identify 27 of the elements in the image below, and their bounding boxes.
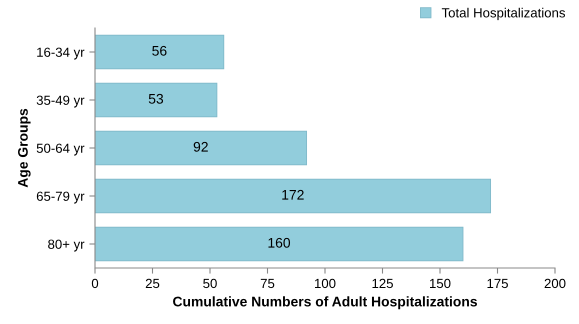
bar [95,34,224,70]
bar [95,82,218,118]
x-tick-label: 100 [315,278,336,288]
x-tick-label: 50 [203,278,217,288]
data-label: 53 [148,94,164,104]
data-label: 160 [268,238,290,248]
legend-label: Total Hospitalizations [442,8,566,20]
data-label: 56 [152,46,167,56]
y-tick-label: 65-79 yr [36,192,84,204]
y-axis-title: Age Groups [18,108,31,188]
x-tick-label: 200 [544,278,566,288]
x-tick-label: 25 [146,278,160,288]
bar [95,226,464,262]
y-tick-label: 35-49 yr [36,96,84,108]
x-tick-label: 150 [430,278,450,288]
y-tick-label: 50-64 yr [36,144,84,156]
data-label: 92 [194,142,208,152]
x-axis-title: Cumulative Numbers of Adult Hospitalizations [173,296,477,310]
y-tick-label: 16-34 yr [37,48,84,60]
y-tick-label: 80+ yr [48,240,84,252]
x-tick-label: 75 [260,278,274,288]
bar [95,178,492,214]
data-label: 172 [282,190,304,200]
x-tick-label: 0 [92,278,98,288]
bar [95,130,308,166]
x-tick-label: 175 [488,278,508,288]
x-tick-label: 125 [372,278,393,288]
